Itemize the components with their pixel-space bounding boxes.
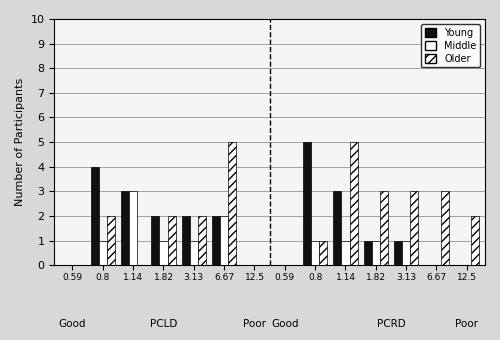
Bar — [410, 191, 418, 265]
Bar — [394, 241, 402, 265]
Bar — [190, 241, 198, 265]
Bar — [98, 241, 107, 265]
Bar — [151, 216, 160, 265]
Bar — [90, 167, 98, 265]
Bar — [168, 216, 176, 265]
Bar — [471, 216, 479, 265]
Text: PCRD: PCRD — [376, 319, 406, 329]
Bar — [402, 241, 410, 265]
Bar — [107, 216, 115, 265]
Bar — [121, 191, 129, 265]
Bar — [364, 241, 372, 265]
Bar — [220, 216, 228, 265]
Bar — [440, 191, 449, 265]
Bar — [319, 241, 328, 265]
Bar — [198, 216, 206, 265]
Bar — [380, 191, 388, 265]
Bar — [350, 142, 358, 265]
Bar — [303, 142, 311, 265]
Text: Good: Good — [58, 319, 86, 329]
Bar — [342, 241, 349, 265]
Bar — [311, 241, 319, 265]
Text: Good: Good — [271, 319, 298, 329]
Bar — [372, 241, 380, 265]
Bar — [160, 241, 168, 265]
Bar — [333, 191, 342, 265]
Y-axis label: Number of Participants: Number of Participants — [15, 78, 25, 206]
Legend: Young, Middle, Older: Young, Middle, Older — [420, 24, 480, 67]
Bar — [228, 142, 236, 265]
Bar — [129, 191, 137, 265]
Bar — [182, 216, 190, 265]
Text: PCLD: PCLD — [150, 319, 177, 329]
Text: Poor: Poor — [243, 319, 266, 329]
Bar — [212, 216, 220, 265]
Text: Poor: Poor — [456, 319, 478, 329]
